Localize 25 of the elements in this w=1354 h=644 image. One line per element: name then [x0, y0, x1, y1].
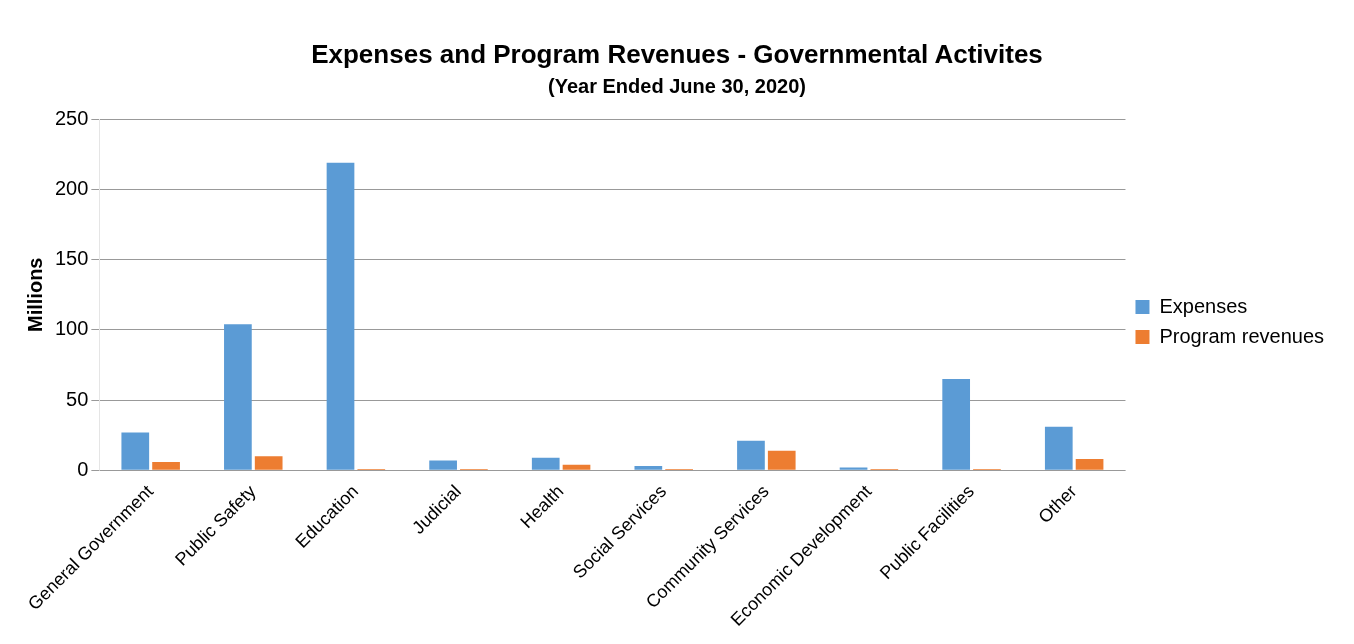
bar	[152, 461, 180, 470]
bar	[121, 432, 150, 470]
bar	[1075, 459, 1104, 470]
bar	[562, 464, 591, 470]
bar	[429, 460, 457, 470]
y-tick-label: 150	[54, 247, 89, 270]
chart-title: Expenses and Program Revenues - Governmental Activites	[311, 38, 1043, 69]
y-tick-label: 50	[66, 387, 89, 410]
y-tick-label: 250	[54, 106, 89, 129]
y-tick-label: 100	[54, 317, 89, 340]
bar	[634, 466, 663, 470]
bar	[254, 456, 283, 470]
bar	[1044, 426, 1073, 470]
bar	[942, 379, 971, 470]
y-axis-title: Millions	[23, 257, 46, 332]
bar	[767, 450, 796, 470]
bar	[326, 162, 355, 470]
legend-label: Expenses	[1159, 294, 1248, 317]
y-tick-label: 0	[77, 457, 89, 480]
legend-label: Program revenues	[1159, 324, 1325, 347]
y-tick-label: 200	[54, 176, 89, 199]
bar	[737, 440, 765, 470]
bar	[531, 457, 560, 470]
bar	[224, 324, 252, 470]
chart-subtitle: (Year Ended June 30, 2020)	[548, 74, 806, 97]
